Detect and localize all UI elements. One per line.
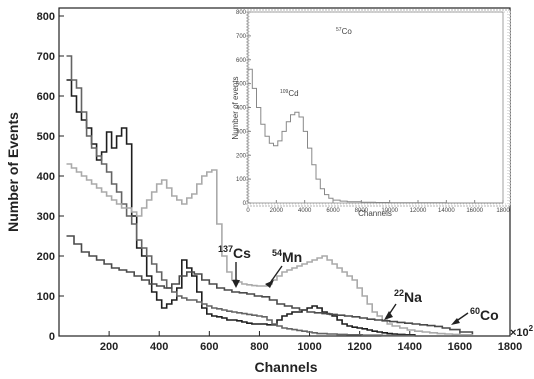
inset-x-axis-title: Channels bbox=[358, 209, 392, 218]
x-tick-label: 0 bbox=[246, 208, 250, 214]
inset-chart: 0 100 200 300 400 500 600 700 800 0 2000 4000 6000 8… bbox=[231, 9, 511, 218]
y-tick-label: 400 bbox=[37, 171, 55, 183]
y-tick-label: 500 bbox=[236, 82, 247, 88]
label-mn54: 54Mn bbox=[272, 248, 302, 265]
mn54-arrow-line bbox=[269, 265, 283, 284]
x-tick-label: 1800 bbox=[498, 341, 522, 353]
y-tick-label: 400 bbox=[236, 106, 247, 112]
main-x-axis-title: Channels bbox=[254, 359, 317, 375]
y-tick-label: 800 bbox=[236, 10, 247, 16]
y-tick-label: 100 bbox=[37, 291, 55, 303]
y-tick-label: 600 bbox=[236, 58, 247, 64]
x-tick-label: 8000 bbox=[355, 208, 369, 214]
mn54-arrow-head bbox=[265, 280, 274, 288]
x-tick-label: 4000 bbox=[298, 208, 312, 214]
x-tick-label: 6000 bbox=[326, 208, 340, 214]
cs137-arrow-head bbox=[232, 280, 240, 288]
y-tick-label: 300 bbox=[236, 129, 247, 135]
x-multiplier-label: ×102 bbox=[510, 324, 534, 339]
x-tick-label: 14000 bbox=[438, 208, 455, 214]
x-tick-label: 10000 bbox=[381, 208, 398, 214]
x-tick-label: 600 bbox=[200, 341, 218, 353]
y-tick-label: 100 bbox=[236, 177, 247, 183]
label-cd109: 109Cd bbox=[280, 89, 299, 98]
y-tick-label: 800 bbox=[37, 11, 55, 23]
inset-y-axis-title: Number of events bbox=[231, 76, 240, 139]
main-y-ticks: 0 100 200 300 400 500 600 700 800 bbox=[37, 11, 64, 343]
inset-y-ticks: 0 100 200 300 400 500 600 700 800 bbox=[236, 10, 251, 207]
co60-arrow-head bbox=[451, 318, 460, 325]
x-tick-label: 2000 bbox=[270, 208, 284, 214]
y-tick-label: 600 bbox=[37, 91, 55, 103]
series-line-3 bbox=[66, 163, 474, 336]
series-line-1 bbox=[248, 68, 503, 204]
y-tick-label: 300 bbox=[37, 211, 55, 223]
y-tick-label: 700 bbox=[236, 34, 247, 40]
x-tick-label: 16000 bbox=[466, 208, 483, 214]
x-tick-label: 1600 bbox=[448, 341, 472, 353]
x-tick-label: 1000 bbox=[297, 341, 321, 353]
main-y-axis-title: Number of Events bbox=[5, 112, 21, 232]
inset-series-group bbox=[248, 68, 503, 204]
x-tick-label: 12000 bbox=[410, 208, 427, 214]
x-tick-label: 1400 bbox=[398, 341, 422, 353]
main-series-group bbox=[66, 55, 474, 337]
y-tick-label: 0 bbox=[243, 201, 247, 207]
label-co60: 60Co bbox=[470, 306, 499, 323]
x-tick-label: 1800 bbox=[496, 208, 510, 214]
x-tick-label: 400 bbox=[150, 341, 168, 353]
y-tick-label: 500 bbox=[37, 131, 55, 143]
na22-arrow-head bbox=[384, 311, 393, 320]
y-tick-label: 200 bbox=[37, 251, 55, 263]
series-line-4 bbox=[66, 235, 474, 334]
y-tick-label: 200 bbox=[236, 153, 247, 159]
label-co57: 57Co bbox=[336, 27, 352, 36]
inset-frame-border bbox=[246, 9, 511, 207]
label-cs137: 137Cs bbox=[218, 244, 251, 261]
series-line-2 bbox=[66, 55, 415, 337]
x-tick-label: 800 bbox=[250, 341, 268, 353]
y-tick-label: 700 bbox=[37, 51, 55, 63]
inset-x-ticks: 0 2000 4000 6000 8000 10000 12000 14000 16000 180… bbox=[246, 200, 510, 214]
x-tick-label: 1200 bbox=[347, 341, 371, 353]
label-na22: 22Na bbox=[394, 288, 422, 305]
y-tick-label: 0 bbox=[49, 331, 55, 343]
series-line-1 bbox=[66, 79, 416, 336]
main-x-ticks: 200 400 600 800 1000 1200 1400 1600 1800 bbox=[100, 331, 522, 353]
x-tick-label: 200 bbox=[100, 341, 118, 353]
